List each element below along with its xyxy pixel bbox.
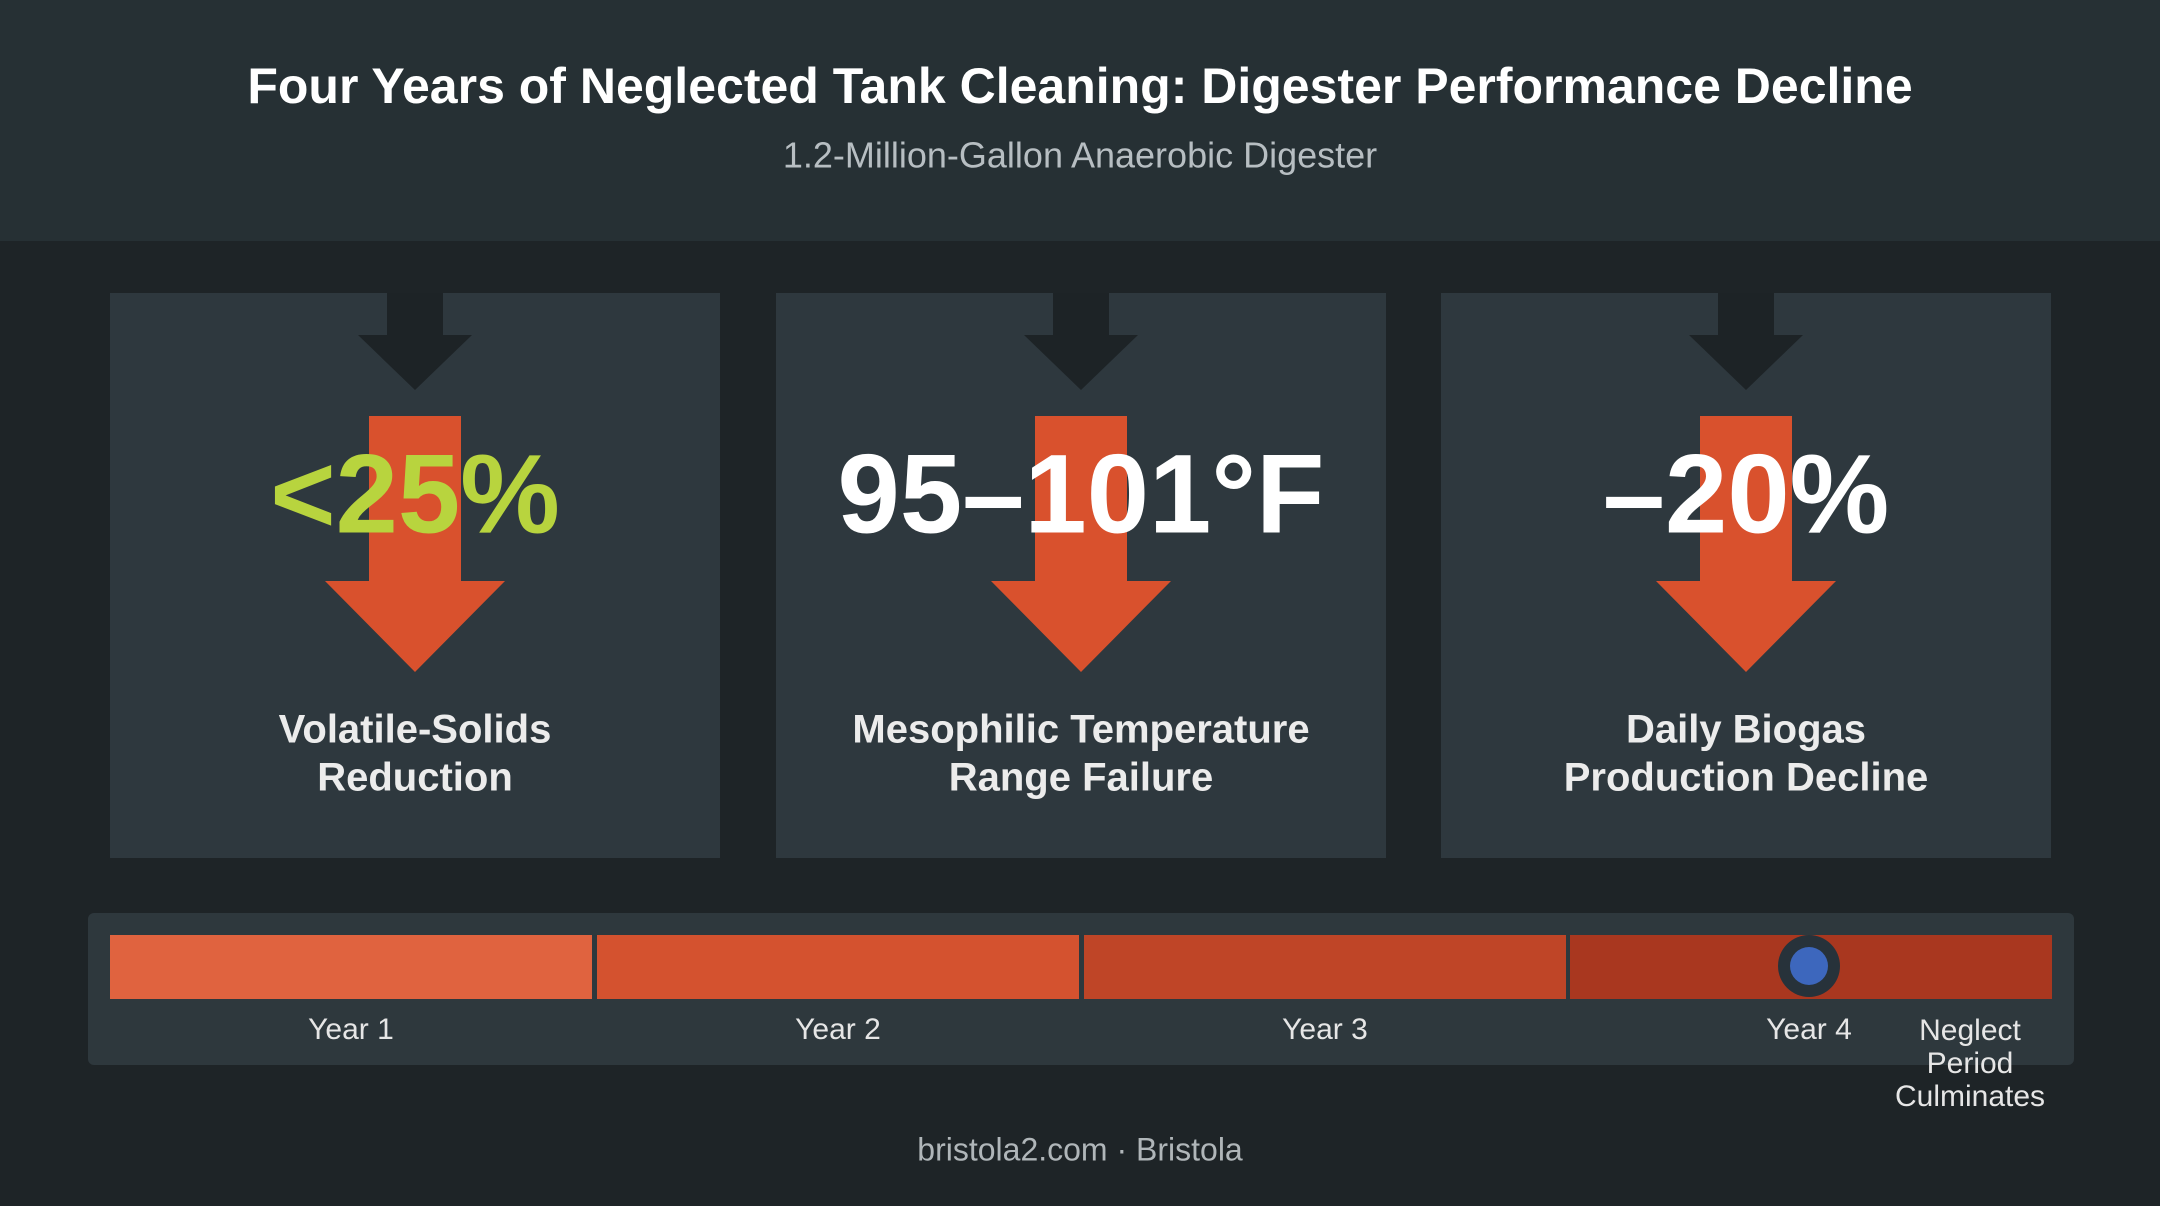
timeline-segment — [1084, 935, 1566, 999]
decline-arrow — [991, 416, 1171, 672]
decline-arrow — [325, 416, 505, 672]
card-label: Production Decline — [1564, 756, 1929, 800]
card-label: Range Failure — [949, 756, 1214, 800]
year-label: Year 3 — [1282, 1013, 1368, 1046]
dark-arrow — [1024, 293, 1138, 390]
card-value: 95–101°F — [838, 432, 1325, 557]
dark-arrow — [358, 293, 472, 390]
decline-arrow — [1656, 416, 1836, 672]
year-label: Year 1 — [308, 1013, 394, 1046]
year-label: Year 4 — [1766, 1013, 1852, 1046]
card-label: Reduction — [317, 756, 513, 800]
timeline: Year 1 Year 2 Year 3 Year 4 NeglectPeriodCul… — [110, 935, 2052, 1113]
end-label: Culminates — [1895, 1080, 2045, 1113]
card-label: Volatile-Solids — [279, 708, 552, 752]
card-label: Daily Biogas — [1626, 708, 1866, 752]
end-label: Neglect — [1919, 1014, 2021, 1047]
title: Four Years of Neglected Tank Cleaning: D… — [247, 58, 1912, 114]
timeline-segment — [597, 935, 1079, 999]
footer: bristola2.com · Bristola — [917, 1131, 1243, 1167]
card-value: <25% — [270, 432, 560, 557]
year-label: Year 2 — [795, 1013, 881, 1046]
end-label: Period — [1927, 1047, 2014, 1080]
subtitle: 1.2-Million-Gallon Anaerobic Digester — [783, 135, 1377, 176]
marker-dot — [1790, 947, 1828, 985]
card-value: –20% — [1603, 432, 1889, 557]
header-band — [0, 0, 2160, 241]
dark-arrow — [1689, 293, 1803, 390]
card-label: Mesophilic Temperature — [852, 708, 1309, 752]
timeline-segment — [110, 935, 592, 999]
